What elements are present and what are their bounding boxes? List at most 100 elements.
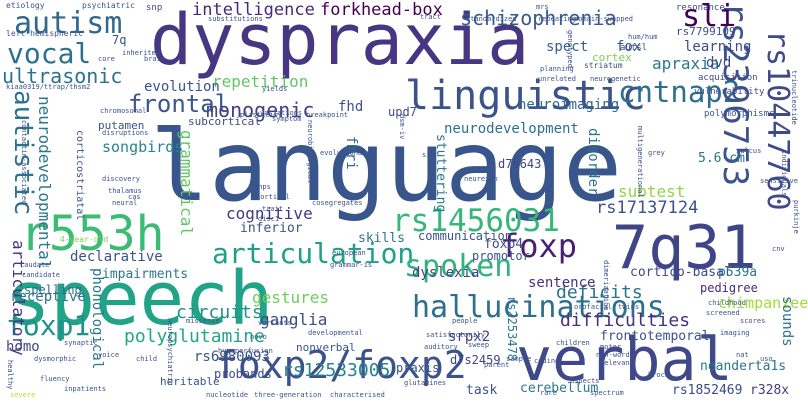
cloud-word: inherited — [122, 49, 160, 57]
cloud-word: declarative — [70, 249, 163, 265]
cloud-word: frontal — [128, 90, 230, 118]
cloud-word: thalamus — [108, 187, 142, 195]
cloud-word: sensitive — [760, 177, 798, 185]
cloud-word: spectrum — [590, 389, 624, 397]
cloud-word: language — [150, 110, 623, 224]
cloud-word: pedigree — [700, 281, 758, 295]
cloud-word: neurodevelopment — [444, 121, 579, 137]
cloud-word: grey — [648, 149, 665, 157]
cloud-word: individuals — [780, 150, 788, 197]
cloud-word: stuttering — [433, 134, 448, 213]
cloud-word: verbal — [516, 325, 733, 395]
cloud-word: parent — [484, 361, 510, 369]
cloud-word: rs2396753 — [715, 2, 755, 187]
cloud-word: nat — [736, 351, 749, 359]
cloud-word: chimpanzee — [718, 294, 808, 312]
cloud-word: sli — [682, 0, 737, 34]
cloud-word: rare — [540, 389, 557, 397]
cloud-word: contactin-associated — [20, 120, 28, 205]
cloud-word: spect — [546, 39, 589, 55]
cloud-word: sample — [506, 355, 532, 363]
cloud-word: polymorphisms — [704, 109, 775, 119]
cloud-word: dysmorphic — [34, 355, 77, 363]
cloud-word: hum/hum — [628, 33, 658, 41]
cloud-word: foxp1 — [6, 309, 91, 342]
cloud-word: disc1 — [258, 215, 280, 223]
cloud-word: neuropsychiatric — [166, 318, 174, 386]
cloud-word: forkhead-box — [320, 0, 443, 20]
cloud-word: sib — [422, 151, 435, 159]
cloud-word: dvd — [706, 55, 732, 71]
cloud-word: coding — [534, 357, 560, 365]
cloud-word: grammatical — [177, 130, 196, 236]
cloud-word: planning — [540, 65, 574, 73]
cloud-word: genotyped — [566, 30, 574, 68]
cloud-word: auditory — [424, 343, 458, 351]
cloud-word: spelling — [24, 283, 82, 297]
cloud-word: cognitive — [226, 204, 313, 223]
cloud-word: variations — [260, 109, 303, 117]
cloud-word: rs10447760 — [760, 30, 795, 211]
cloud-word: foxp4 — [484, 237, 524, 252]
cloud-word: cnv — [772, 245, 785, 253]
cloud-word: caudate — [20, 261, 50, 269]
cloud-word: spoken — [404, 249, 513, 284]
cloud-word: symptom — [272, 115, 302, 123]
cloud-word: people — [452, 317, 478, 325]
cloud-word: putamen — [98, 119, 145, 132]
cloud-word: healthy — [6, 360, 14, 390]
cloud-word: neurexin — [464, 175, 498, 183]
cloud-word: snps — [254, 183, 271, 191]
cloud-word: cortical — [256, 193, 290, 201]
cloud-word: left-hemispheric — [6, 29, 84, 38]
cloud-word: 5.6-cm — [698, 151, 745, 166]
cloud-word: evolution — [144, 79, 220, 95]
cloud-word: twins — [618, 303, 640, 311]
cloud-word: repetition — [212, 72, 309, 91]
cloud-word: substitutions — [208, 15, 263, 23]
cloud-word: receptive — [10, 289, 86, 305]
cloud-word: developmental — [308, 329, 363, 337]
cloud-word: psychiatric — [82, 1, 135, 10]
cloud-word: mrs — [536, 3, 549, 11]
cloud-word: european — [332, 249, 366, 257]
cloud-word: chromosomal — [100, 107, 147, 115]
cloud-word: ultrasonic — [2, 64, 123, 88]
cloud-word: sweep — [468, 341, 490, 349]
cloud-word: inpatients — [64, 385, 107, 393]
cloud-word: r553h — [20, 206, 165, 262]
cloud-word: rs12533005 — [282, 360, 391, 381]
cloud-word: ganglia — [260, 310, 328, 329]
cloud-word: synaptic — [64, 339, 98, 347]
cloud-word: snp — [146, 3, 163, 13]
cloud-word: cortex — [592, 51, 632, 64]
cloud-word: characterised — [330, 391, 385, 399]
cloud-word: fmri — [343, 136, 359, 170]
cloud-word: dimerization — [602, 260, 610, 311]
cloud-word: linguistic — [405, 73, 646, 119]
cloud-word: foxp — [500, 227, 578, 265]
cloud-word: fluency — [40, 375, 70, 383]
cloud-word: sounds — [779, 296, 795, 347]
cloud-word: apraxia — [652, 54, 720, 73]
cloud-word: monogenic — [206, 98, 315, 122]
cloud-word: rs17137124 — [596, 198, 699, 218]
cloud-word: probands — [214, 367, 272, 381]
cloud-word: sulcus — [736, 147, 762, 155]
cloud-word: aspects — [570, 377, 600, 385]
cloud-word: vocal — [7, 37, 92, 70]
cloud-word: learning — [684, 39, 752, 55]
cloud-word: schizophrenia — [460, 6, 617, 30]
cloud-word: autistic — [8, 90, 38, 216]
cloud-word: 4-year-old — [60, 235, 109, 244]
cloud-word: subcortical — [188, 115, 261, 128]
cloud-word: voice — [98, 351, 120, 359]
cloud-word: imaging — [720, 329, 750, 337]
cloud-word: cntnap2 — [618, 75, 741, 109]
cloud-word: child — [136, 355, 158, 363]
cloud-word: non-words — [596, 351, 634, 359]
cloud-word: variants — [258, 319, 292, 327]
cloud-word: rs2253478 — [505, 296, 519, 362]
cloud-word: articulatory — [9, 240, 28, 356]
